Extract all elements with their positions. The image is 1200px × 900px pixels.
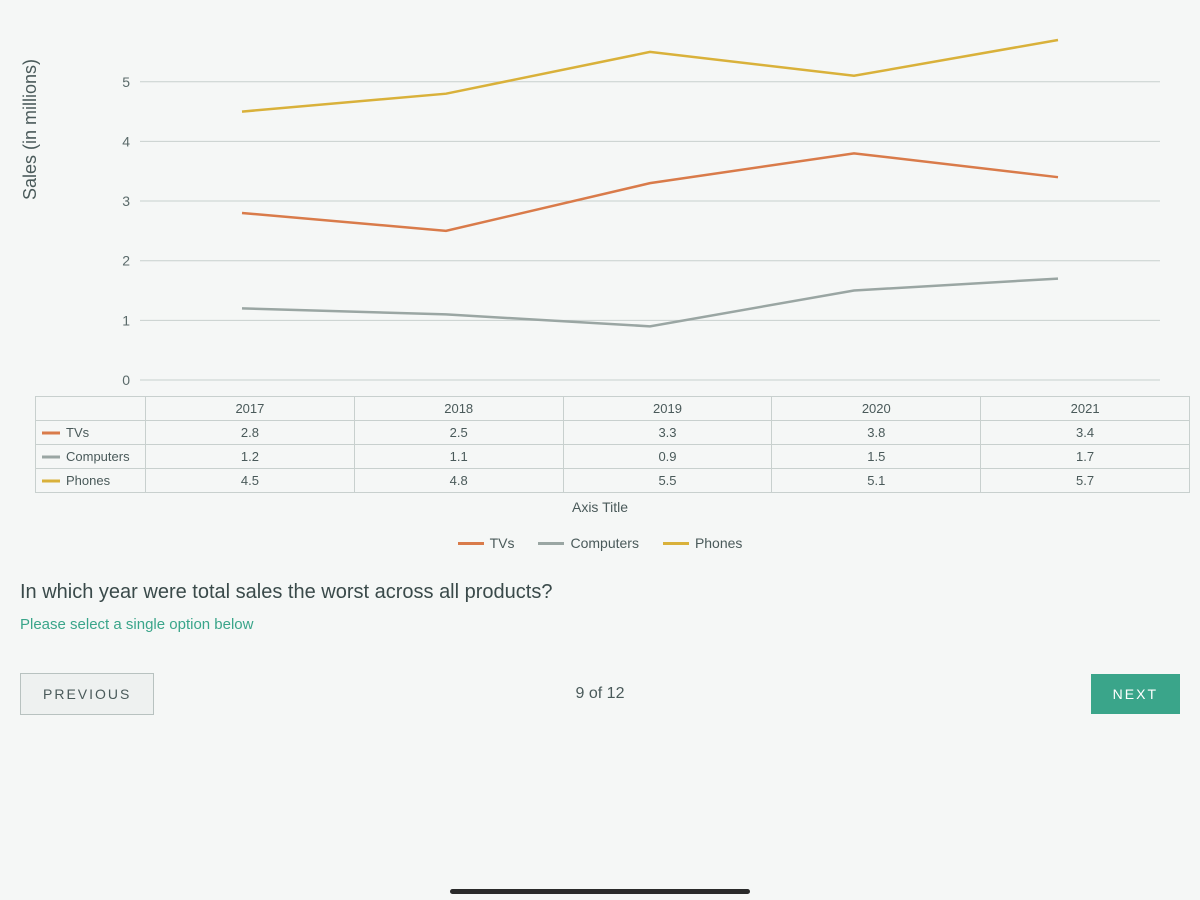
legend-item: Phones: [663, 535, 742, 551]
legend-swatch-icon: [42, 455, 60, 458]
svg-text:3: 3: [122, 193, 130, 209]
table-cell: 5.1: [772, 469, 981, 493]
table-cell: 1.2: [146, 445, 355, 469]
instruction-text: Please select a single option below: [20, 616, 1180, 633]
legend-swatch-icon: [42, 479, 60, 482]
legend-label: TVs: [490, 535, 515, 551]
legend-item: Computers: [538, 535, 638, 551]
table-cell: 5.5: [563, 469, 772, 493]
line-chart: 0 1 2 3 4 5: [90, 30, 1170, 390]
progress-indicator: 9 of 12: [576, 685, 625, 703]
svg-text:4: 4: [122, 133, 130, 149]
data-table: 20172018201920202021TVs2.82.53.33.83.4Co…: [35, 396, 1190, 493]
table-row-label: TVs: [36, 421, 146, 445]
table-row: Phones4.54.85.55.15.7: [36, 469, 1190, 493]
table-row: Computers1.21.10.91.51.7: [36, 445, 1190, 469]
chart-container: Sales (in millions) 0 1 2 3 4 5: [0, 0, 1200, 390]
table-cell: 0.9: [563, 445, 772, 469]
table-cell: 4.8: [354, 469, 563, 493]
nav-row: PREVIOUS 9 of 12 NEXT: [0, 673, 1200, 735]
table-header-cell: 2021: [981, 397, 1190, 421]
previous-button[interactable]: PREVIOUS: [20, 673, 154, 715]
legend-label: Phones: [695, 535, 742, 551]
legend-line-icon: [663, 542, 689, 545]
svg-text:0: 0: [122, 372, 130, 388]
table-cell: 1.5: [772, 445, 981, 469]
legend-item: TVs: [458, 535, 515, 551]
table-cell: 3.3: [563, 421, 772, 445]
table-header-cell: 2017: [146, 397, 355, 421]
table-cell: 4.5: [146, 469, 355, 493]
legend-line-icon: [458, 542, 484, 545]
table-row: TVs2.82.53.33.83.4: [36, 421, 1190, 445]
home-indicator: [450, 889, 750, 894]
table-cell: 5.7: [981, 469, 1190, 493]
table-cell: 1.1: [354, 445, 563, 469]
table-header-cell: 2018: [354, 397, 563, 421]
x-axis-title: Axis Title: [0, 499, 1200, 515]
next-button[interactable]: NEXT: [1091, 674, 1180, 714]
svg-text:2: 2: [122, 253, 130, 269]
svg-text:1: 1: [122, 312, 130, 328]
table-cell: 2.8: [146, 421, 355, 445]
table-cell: 3.8: [772, 421, 981, 445]
table-cell: 3.4: [981, 421, 1190, 445]
table-row-label: Computers: [36, 445, 146, 469]
y-axis-label: Sales (in millions): [20, 59, 41, 200]
table-row-label: Phones: [36, 469, 146, 493]
table-cell: 2.5: [354, 421, 563, 445]
svg-text:5: 5: [122, 74, 130, 90]
question-text: In which year were total sales the worst…: [20, 581, 1180, 604]
legend-swatch-icon: [42, 431, 60, 434]
legend-label: Computers: [570, 535, 638, 551]
table-cell: 1.7: [981, 445, 1190, 469]
legend-line-icon: [538, 542, 564, 545]
question-block: In which year were total sales the worst…: [0, 551, 1200, 633]
chart-legend: TVs Computers Phones: [0, 535, 1200, 551]
table-header-cell: 2019: [563, 397, 772, 421]
table-corner: [36, 397, 146, 421]
table-header-cell: 2020: [772, 397, 981, 421]
